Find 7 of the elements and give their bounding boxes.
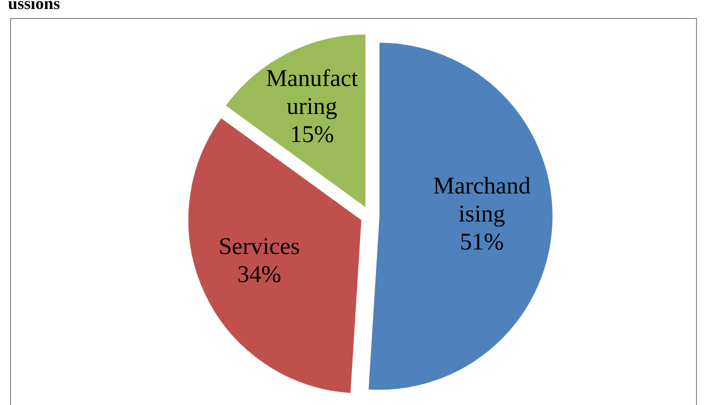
data-label: 15%: [290, 122, 334, 148]
text: ussions: [8, 0, 60, 14]
slice-label: Services: [218, 234, 300, 260]
slice-label: Marchandising: [433, 174, 530, 228]
slice-label: Manufacturing: [266, 66, 358, 120]
data-label: 51%: [460, 230, 504, 256]
data-label: 34%: [237, 262, 282, 288]
